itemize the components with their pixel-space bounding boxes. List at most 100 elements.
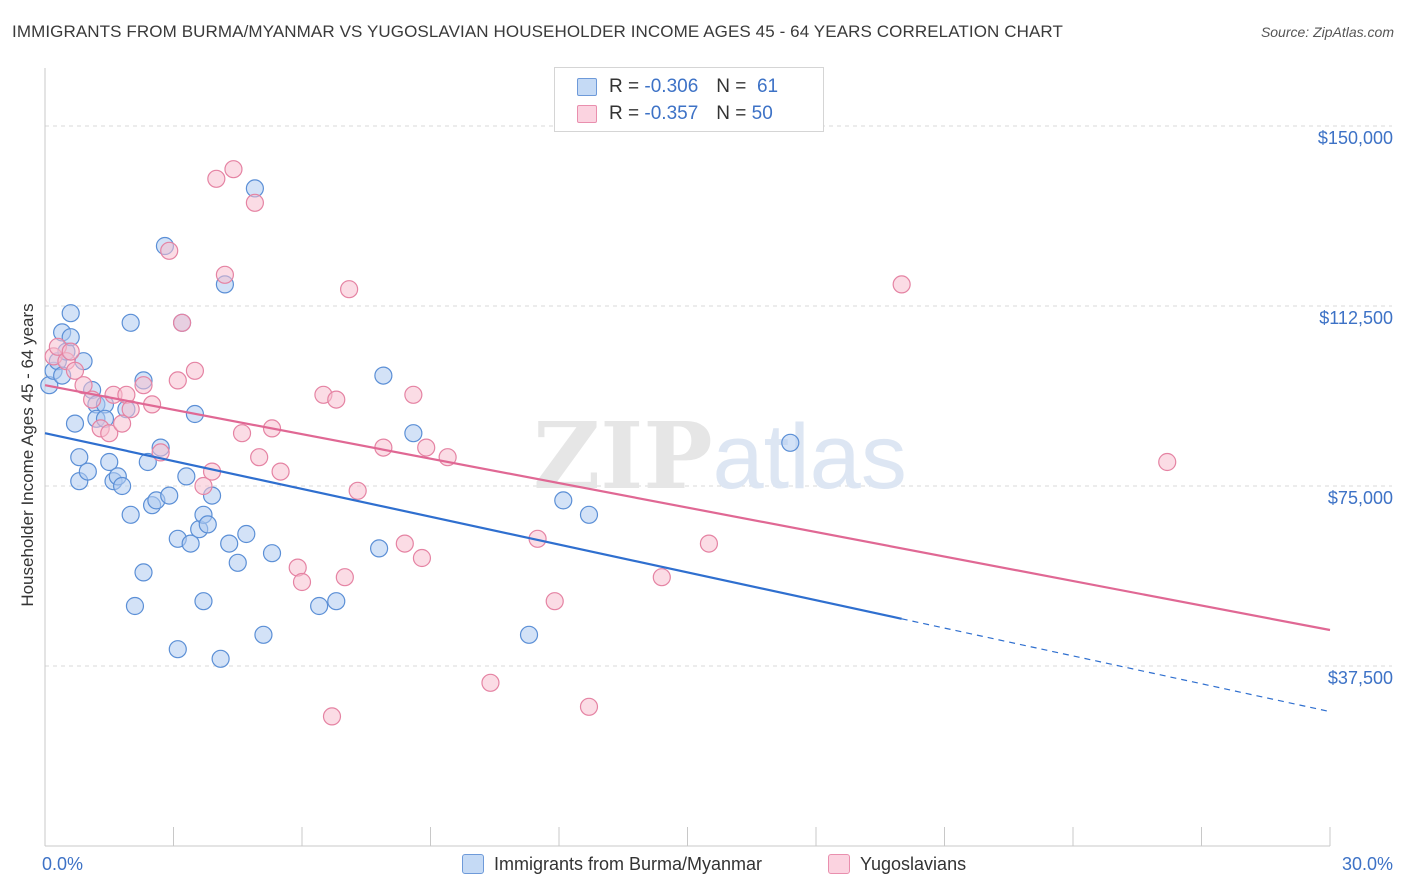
data-point-burma: [579, 505, 599, 524]
data-point-yugoslavian: [481, 673, 500, 692]
data-point-burma: [138, 452, 157, 472]
data-point-yugoslavian: [224, 160, 243, 179]
data-point-yugoslavian: [194, 476, 213, 496]
bottom-legend-swatch-blue: [462, 854, 484, 874]
x-tick-label-min: 0.0%: [42, 854, 83, 874]
trend-line-yugoslavians: [44, 384, 1331, 632]
data-point-burma: [228, 553, 247, 572]
data-point-yugoslavian: [134, 376, 153, 395]
data-point-burma: [554, 491, 573, 510]
data-point-yugoslavian: [327, 390, 346, 409]
watermark-atlas: atlas: [713, 406, 907, 508]
legend-r-value: -0.357: [644, 103, 699, 124]
source-label: Source: ZipAtlas.com: [1260, 24, 1394, 40]
bottom-legend-label-burma: Immigrants from Burma/Myanmar: [494, 853, 763, 874]
trend-lines: [44, 384, 1331, 713]
legend-r-value: -0.306: [644, 76, 699, 97]
legend-row-burma: R = -0.306 N = 61: [577, 74, 778, 100]
data-point-yugoslavian: [322, 707, 342, 726]
y-tick-label: $75,000: [1328, 488, 1393, 508]
data-point-yugoslavian: [160, 241, 179, 260]
trend-line-burma: [44, 432, 902, 620]
gridlines: [45, 125, 1392, 667]
data-point-yugoslavian: [100, 424, 119, 443]
data-point-yugoslavian: [545, 592, 564, 611]
data-point-burma: [194, 592, 213, 611]
axes: [44, 68, 1331, 847]
y-tick-label: $37,500: [1328, 668, 1393, 688]
data-points: [40, 160, 1177, 726]
data-point-burma: [177, 467, 196, 486]
legend-row-yugoslavians: R = -0.357 N = 50: [577, 101, 773, 127]
legend-r-label: R =: [609, 103, 640, 124]
data-point-burma: [160, 486, 179, 505]
legend-n-label: N =: [716, 76, 747, 97]
data-point-burma: [112, 476, 132, 496]
data-point-burma: [121, 505, 140, 524]
data-point-yugoslavian: [335, 568, 354, 587]
legend-n-label: N =: [716, 103, 747, 124]
legend-swatch-blue: [577, 78, 597, 96]
data-point-burma: [65, 414, 85, 433]
data-point-yugoslavian: [61, 342, 80, 361]
data-point-yugoslavian: [207, 169, 226, 188]
data-point-burma: [134, 563, 153, 582]
data-point-yugoslavian: [245, 193, 264, 212]
data-point-yugoslavian: [340, 280, 359, 299]
x-tick-labels: 0.0% 30.0%: [42, 854, 1393, 874]
data-point-yugoslavian: [168, 371, 187, 390]
data-point-yugoslavian: [699, 534, 719, 553]
data-point-burma: [519, 625, 539, 644]
data-point-yugoslavian: [579, 697, 599, 716]
data-point-burma: [78, 462, 97, 481]
watermark: ZIPatlas: [533, 402, 907, 510]
y-tick-labels: $37,500 $75,000 $112,500 $150,000: [1318, 128, 1393, 688]
bottom-legend-swatch-pink: [828, 854, 850, 874]
data-point-burma: [121, 313, 140, 332]
data-point-yugoslavian: [395, 534, 414, 553]
data-point-yugoslavian: [172, 313, 192, 332]
legend: R = -0.306 N = 61 R = -0.357 N = 50: [554, 67, 824, 132]
data-point-burma: [181, 534, 200, 553]
data-point-yugoslavian: [652, 568, 671, 587]
data-point-yugoslavian: [892, 275, 911, 294]
legend-n-value: 50: [751, 103, 773, 124]
chart-title: IMMIGRANTS FROM BURMA/MYANMAR VS YUGOSLA…: [12, 22, 1063, 41]
data-point-burma: [70, 448, 89, 467]
data-point-yugoslavian: [1158, 452, 1177, 472]
data-point-yugoslavian: [74, 376, 93, 395]
legend-r-label: R =: [609, 76, 640, 97]
bottom-legend-label-yugoslavians: Yugoslavians: [860, 853, 967, 874]
data-point-burma: [310, 596, 329, 616]
data-point-yugoslavian: [417, 438, 436, 457]
data-point-yugoslavian: [232, 424, 252, 443]
data-point-yugoslavian: [65, 361, 85, 380]
data-point-burma: [220, 534, 239, 553]
legend-n-value: 61: [756, 76, 779, 97]
data-point-burma: [237, 524, 256, 544]
y-tick-label: $112,500: [1319, 308, 1393, 328]
data-point-yugoslavian: [185, 361, 205, 380]
data-point-burma: [125, 596, 145, 616]
data-point-yugoslavian: [215, 265, 234, 284]
data-point-burma: [374, 366, 393, 385]
data-point-burma: [327, 592, 346, 611]
y-tick-label: $150,000: [1318, 128, 1393, 148]
bottom-legend-yugoslavians: Yugoslavians: [828, 852, 966, 876]
data-point-burma: [254, 625, 273, 644]
legend-swatch-pink: [577, 105, 597, 123]
data-point-yugoslavian: [412, 548, 432, 568]
data-point-burma: [404, 424, 423, 443]
data-point-burma: [61, 304, 80, 323]
bottom-legend-burma: Immigrants from Burma/Myanmar: [462, 852, 762, 876]
data-point-yugoslavian: [271, 462, 290, 481]
data-point-yugoslavian: [112, 414, 132, 433]
data-point-burma: [100, 452, 119, 472]
data-point-burma: [262, 544, 282, 563]
trend-line-burma-extrapolated: [901, 618, 1331, 713]
data-point-yugoslavian: [348, 481, 367, 500]
data-point-yugoslavian: [292, 572, 312, 592]
data-point-burma: [211, 649, 230, 668]
data-point-burma: [168, 640, 187, 659]
